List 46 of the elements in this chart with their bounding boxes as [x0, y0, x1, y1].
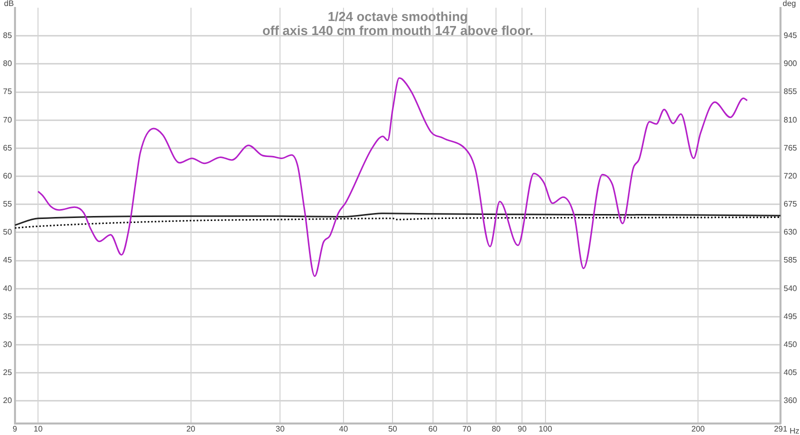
x-tick-label: 100 — [538, 424, 553, 434]
y2-tick-label: 405 — [784, 368, 798, 378]
y-tick-label: 50 — [2, 228, 12, 237]
y2-tick-label: 630 — [784, 228, 798, 237]
x-tick-label: 80 — [492, 424, 502, 434]
y2-tick-label: 585 — [784, 256, 798, 265]
x-axis-title: Hz — [790, 426, 800, 435]
x-tick-label: 50 — [388, 424, 398, 434]
x-tick-label: 30 — [276, 424, 286, 434]
x-tick-label: 200 — [691, 424, 706, 434]
y-tick-label: 35 — [2, 312, 12, 321]
chart-title: 1/24 octave smoothing — [328, 8, 468, 24]
y2-tick-label: 720 — [784, 171, 798, 180]
x-tick-label: 90 — [518, 424, 528, 434]
text: off axis 140 cm from mouth 147 above floor. — [262, 22, 534, 38]
y2-tick-label: 360 — [784, 396, 798, 406]
y2-tick-label: 495 — [784, 312, 798, 321]
y-tick-label: 80 — [2, 59, 12, 68]
x-tick-label: 70 — [462, 424, 472, 434]
y-tick-label: 40 — [2, 284, 12, 293]
y-axis-title: dB — [4, 0, 14, 8]
x-tick-label: 40 — [339, 424, 348, 434]
y2-tick-label: 945 — [784, 31, 798, 40]
y2-tick-label: 810 — [784, 115, 798, 124]
y-tick-label: 60 — [2, 171, 12, 180]
y-tick-label: 65 — [2, 143, 12, 152]
y2-tick-label: 765 — [784, 143, 798, 152]
y-tick-label: 25 — [2, 368, 12, 378]
y2-tick-label: 450 — [784, 340, 798, 349]
y-tick-label: 45 — [2, 256, 12, 265]
y-tick-label: 70 — [2, 115, 12, 124]
y2-tick-label: 900 — [784, 59, 798, 68]
x-tick-label: 20 — [186, 424, 196, 434]
y-tick-label: 30 — [2, 340, 12, 349]
y-tick-label: 55 — [2, 200, 12, 209]
y2-axis-title: deg — [782, 0, 796, 8]
y2-tick-label: 540 — [784, 284, 798, 293]
x-tick-label: 10 — [34, 424, 44, 434]
y2-tick-label: 855 — [784, 87, 798, 96]
y-tick-label: 20 — [2, 396, 12, 406]
x-tick-label: 60 — [428, 424, 438, 434]
x-tick-label: 9 — [12, 424, 18, 434]
y-tick-label: 85 — [2, 31, 12, 40]
y2-tick-label: 675 — [784, 200, 798, 209]
x-tick-label: 291 — [774, 424, 788, 434]
y-tick-label: 75 — [2, 87, 12, 96]
